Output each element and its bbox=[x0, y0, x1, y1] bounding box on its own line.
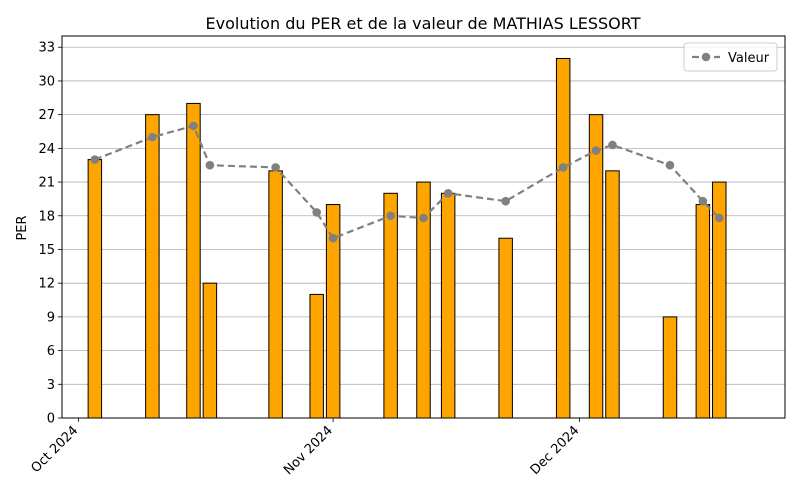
x-tick-label: Dec 2024 bbox=[528, 423, 583, 478]
per-bar bbox=[383, 192, 398, 419]
value-point bbox=[665, 160, 675, 170]
y-tick-label: 24 bbox=[38, 142, 55, 157]
legend-box bbox=[683, 42, 778, 72]
value-point bbox=[189, 121, 198, 131]
chart-title: Evolution du PER et de la valeur de MATH… bbox=[206, 14, 641, 33]
value-point bbox=[698, 196, 708, 206]
per-bar bbox=[440, 192, 456, 419]
y-tick-label: 12 bbox=[38, 277, 55, 292]
per-bar bbox=[605, 170, 620, 419]
legend-marker bbox=[701, 52, 711, 62]
per-bar bbox=[87, 159, 103, 419]
value-point bbox=[501, 196, 510, 206]
value-point bbox=[271, 163, 280, 172]
plot-frame bbox=[61, 35, 786, 419]
per-bar bbox=[662, 316, 678, 419]
y-tick-label: 3 bbox=[47, 378, 55, 393]
y-axis-label: PER bbox=[15, 215, 30, 240]
y-tick-label: 0 bbox=[47, 412, 55, 427]
legend-label: Valeur bbox=[728, 51, 770, 66]
y-tick-label: 33 bbox=[38, 41, 55, 56]
per-bar bbox=[588, 114, 604, 419]
y-tick-label: 21 bbox=[38, 176, 55, 191]
y-tick-label: 27 bbox=[38, 108, 55, 123]
value-point bbox=[591, 146, 601, 155]
value-point bbox=[714, 213, 724, 223]
y-tick-label: 15 bbox=[38, 243, 55, 258]
per-bar bbox=[268, 170, 283, 419]
per-bar bbox=[695, 204, 711, 419]
x-tick-label: Oct 2024 bbox=[28, 423, 81, 476]
value-point bbox=[328, 233, 338, 243]
per-bar bbox=[202, 282, 218, 419]
value-point bbox=[386, 211, 395, 221]
per-bar bbox=[498, 237, 513, 419]
per-bar bbox=[145, 114, 160, 419]
value-point bbox=[90, 155, 100, 164]
legend: Valeur bbox=[683, 42, 778, 72]
value-point bbox=[419, 213, 428, 223]
value-point bbox=[443, 188, 453, 198]
y-tick-label: 30 bbox=[38, 74, 55, 89]
per-bar bbox=[186, 102, 201, 419]
y-tick-label: 6 bbox=[47, 344, 55, 359]
y-tick-label: 9 bbox=[47, 310, 55, 325]
bar-series bbox=[87, 57, 727, 419]
per-bar bbox=[309, 293, 324, 419]
value-point bbox=[608, 140, 617, 150]
per-bar bbox=[555, 57, 571, 419]
x-tick-label: Nov 2024 bbox=[281, 423, 336, 478]
value-line-series bbox=[90, 121, 724, 243]
value-point bbox=[312, 208, 321, 217]
value-point bbox=[205, 160, 215, 170]
value-point bbox=[148, 132, 157, 142]
y-tick-label: 18 bbox=[38, 209, 55, 224]
value-point bbox=[558, 163, 568, 172]
